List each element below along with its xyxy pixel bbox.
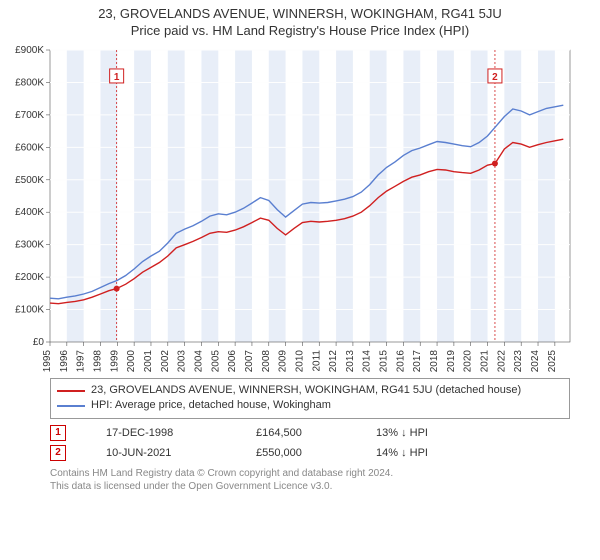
svg-text:£300K: £300K xyxy=(15,240,44,251)
svg-text:2006: 2006 xyxy=(227,350,238,372)
svg-text:2002: 2002 xyxy=(160,350,171,372)
svg-text:2024: 2024 xyxy=(530,350,541,372)
svg-text:2001: 2001 xyxy=(143,350,154,372)
legend-swatch-hpi xyxy=(57,405,85,407)
svg-text:2025: 2025 xyxy=(547,350,558,372)
svg-text:2008: 2008 xyxy=(261,350,272,372)
svg-text:£200K: £200K xyxy=(15,272,44,283)
svg-text:1996: 1996 xyxy=(59,350,70,372)
svg-text:£100K: £100K xyxy=(15,305,44,316)
svg-text:1: 1 xyxy=(114,72,120,83)
svg-text:1997: 1997 xyxy=(76,350,87,372)
svg-text:2014: 2014 xyxy=(362,350,373,372)
marker-delta: 14% ↓ HPI xyxy=(376,447,486,459)
svg-text:2012: 2012 xyxy=(328,350,339,372)
svg-text:1998: 1998 xyxy=(92,350,103,372)
marker-date: 10-JUN-2021 xyxy=(106,447,216,459)
svg-text:2022: 2022 xyxy=(496,350,507,372)
markers-table: 1 17-DEC-1998 £164,500 13% ↓ HPI 2 10-JU… xyxy=(50,425,570,461)
svg-text:2003: 2003 xyxy=(177,350,188,372)
svg-text:2015: 2015 xyxy=(379,350,390,372)
svg-text:2009: 2009 xyxy=(278,350,289,372)
svg-text:2005: 2005 xyxy=(210,350,221,372)
svg-text:2004: 2004 xyxy=(193,350,204,372)
svg-text:1999: 1999 xyxy=(109,350,120,372)
svg-text:2016: 2016 xyxy=(395,350,406,372)
svg-text:2010: 2010 xyxy=(294,350,305,372)
legend-item-price-paid: 23, GROVELANDS AVENUE, WINNERSH, WOKINGH… xyxy=(57,383,563,398)
svg-text:2020: 2020 xyxy=(463,350,474,372)
svg-text:2023: 2023 xyxy=(513,350,524,372)
chart-title: 23, GROVELANDS AVENUE, WINNERSH, WOKINGH… xyxy=(0,0,600,21)
svg-text:£400K: £400K xyxy=(15,207,44,218)
svg-text:£500K: £500K xyxy=(15,175,44,186)
footer-line-1: Contains HM Land Registry data © Crown c… xyxy=(50,467,570,480)
legend-label-hpi: HPI: Average price, detached house, Woki… xyxy=(91,398,331,413)
marker-price: £550,000 xyxy=(256,447,336,459)
svg-text:£900K: £900K xyxy=(15,45,44,56)
svg-text:1995: 1995 xyxy=(42,350,53,372)
marker-price: £164,500 xyxy=(256,427,336,439)
svg-text:£0: £0 xyxy=(33,337,45,348)
svg-text:2021: 2021 xyxy=(480,350,491,372)
svg-text:2007: 2007 xyxy=(244,350,255,372)
price-chart: £0 £100K £200K £300K £400K £500K £600K £700K £80… xyxy=(0,42,600,372)
svg-text:2000: 2000 xyxy=(126,350,137,372)
marker-row: 2 10-JUN-2021 £550,000 14% ↓ HPI xyxy=(50,445,570,461)
legend: 23, GROVELANDS AVENUE, WINNERSH, WOKINGH… xyxy=(50,378,570,419)
legend-item-hpi: HPI: Average price, detached house, Woki… xyxy=(57,398,563,413)
footer: Contains HM Land Registry data © Crown c… xyxy=(50,467,570,493)
marker-delta: 13% ↓ HPI xyxy=(376,427,486,439)
marker-badge-2: 2 xyxy=(50,445,66,461)
svg-text:2013: 2013 xyxy=(345,350,356,372)
marker-date: 17-DEC-1998 xyxy=(106,427,216,439)
chart-subtitle: Price paid vs. HM Land Registry's House … xyxy=(0,21,600,42)
legend-swatch-price-paid xyxy=(57,390,85,392)
legend-label-price-paid: 23, GROVELANDS AVENUE, WINNERSH, WOKINGH… xyxy=(91,383,521,398)
marker-badge-1: 1 xyxy=(50,425,66,441)
marker-row: 1 17-DEC-1998 £164,500 13% ↓ HPI xyxy=(50,425,570,441)
svg-text:£700K: £700K xyxy=(15,110,44,121)
svg-text:£800K: £800K xyxy=(15,77,44,88)
svg-text:2019: 2019 xyxy=(446,350,457,372)
svg-text:2018: 2018 xyxy=(429,350,440,372)
svg-text:2017: 2017 xyxy=(412,350,423,372)
svg-text:2: 2 xyxy=(492,72,498,83)
svg-text:2011: 2011 xyxy=(311,350,322,372)
svg-text:£600K: £600K xyxy=(15,142,44,153)
footer-line-2: This data is licensed under the Open Gov… xyxy=(50,480,570,493)
